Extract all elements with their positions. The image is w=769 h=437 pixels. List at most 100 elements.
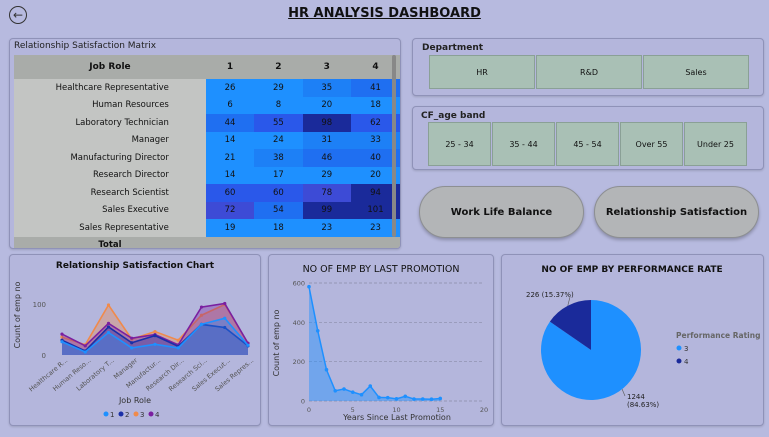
chart2-xlabel: Years Since Last Promotion: [342, 413, 451, 422]
matrix-row-label: Healthcare Representative: [14, 79, 206, 97]
matrix-cell: 44: [205, 114, 255, 132]
matrix-cell: 78: [302, 184, 351, 202]
promotion-point: [333, 388, 338, 393]
matrix-header-job-role: Job Role: [14, 55, 206, 79]
promotion-point: [350, 390, 355, 394]
promotion-point: [438, 396, 443, 401]
dept-option-rd[interactable]: R&D: [536, 55, 642, 89]
chart1-legend-marker: [148, 411, 154, 417]
performance-chart: NO OF EMP BY PERFORMANCE RATE 226 (15.37…: [526, 265, 760, 409]
chart1-legend-label: 2: [125, 411, 129, 419]
work-life-balance-label: Work Life Balance: [450, 206, 553, 218]
age-option-25-34[interactable]: 25 - 34: [428, 122, 491, 166]
promotion-point: [368, 384, 373, 388]
matrix-total-label: Total: [14, 236, 206, 248]
chart1-ytick: 0: [42, 352, 46, 360]
age-option-label: Over 55: [635, 139, 668, 149]
area-series-1: [62, 318, 248, 355]
matrix-scrollbar[interactable]: [392, 55, 396, 237]
dept-option-sales[interactable]: Sales: [643, 55, 749, 89]
age-option-35-44[interactable]: 35 - 44: [492, 122, 555, 166]
matrix-cell: 14: [205, 166, 255, 184]
matrix-header-col: 1: [205, 55, 255, 79]
chart3-legend-title: Performance Rating: [676, 331, 760, 340]
matrix-panel: Relationship Satisfaction Matrix Job Rol…: [9, 38, 401, 249]
point-series-1: [199, 322, 204, 326]
chart1-legend-label: 1: [110, 411, 114, 419]
chart1-legend-label: 4: [155, 411, 160, 419]
pie-label-rating-3-count: 1244: [627, 393, 645, 401]
matrix-cell: 60: [254, 184, 303, 202]
matrix-row: Laboratory Technician 44 55 98 62: [14, 114, 400, 132]
back-arrow-icon[interactable]: ←: [9, 6, 27, 24]
point-series-1: [83, 350, 87, 354]
chart1-legend-marker: [118, 411, 124, 417]
matrix-cell: 26: [205, 79, 255, 97]
point-series-4: [130, 336, 134, 340]
area-series-3: [62, 304, 248, 355]
point-series-4: [106, 321, 111, 325]
matrix-cell: 99: [302, 201, 351, 219]
age-option-label: 35 - 44: [509, 139, 538, 149]
point-series-2: [130, 341, 134, 345]
chart2-xtick: 0: [307, 406, 311, 414]
relationship-satisfaction-button[interactable]: Relationship Satisfaction: [594, 186, 759, 238]
chart1-legend-marker: [133, 411, 139, 417]
matrix-row-label: Sales Representative: [14, 219, 206, 237]
matrix-cell: 94: [350, 184, 400, 202]
matrix-header-col: 3: [302, 55, 351, 79]
age-option-45-54[interactable]: 45 - 54: [556, 122, 619, 166]
point-series-1: [60, 340, 64, 344]
promotion-point: [429, 397, 434, 402]
matrix-row: Manager 14 24 31 33: [14, 131, 400, 149]
promotion-chart-panel: NO OF EMP BY LAST PROMOTION Count of emp…: [268, 254, 494, 426]
matrix-cell: 14: [205, 131, 255, 149]
matrix-cell: 29: [302, 166, 351, 184]
matrix-row-label: Human Resources: [14, 96, 206, 114]
matrix-row-label: Sales Executive: [14, 201, 206, 219]
legend-marker-3: [676, 345, 682, 351]
age-option-over-55[interactable]: Over 55: [620, 122, 683, 166]
matrix-cell: 60: [205, 184, 255, 202]
matrix-cell: 20: [302, 96, 351, 114]
matrix-cell: 72: [205, 201, 255, 219]
matrix-cell: 98: [302, 114, 351, 132]
point-series-1: [246, 343, 250, 347]
promotion-point: [377, 395, 381, 400]
point-series-1: [106, 330, 111, 335]
chart2-xtick: 15: [436, 406, 444, 414]
matrix-cell: 23: [350, 219, 400, 237]
point-series-1: [153, 342, 157, 346]
chart3-title: NO OF EMP BY PERFORMANCE RATE: [541, 265, 722, 275]
matrix-cell: 18: [254, 219, 303, 237]
pie-label-rating-4: 226 (15.37%): [526, 291, 574, 299]
work-life-balance-button[interactable]: Work Life Balance: [419, 186, 584, 238]
matrix-cell: 62: [350, 114, 400, 132]
point-series-3: [60, 335, 64, 339]
promotion-chart: NO OF EMP BY LAST PROMOTION Count of emp…: [272, 264, 488, 422]
chart1-xtick: Healthcare R...: [27, 356, 69, 393]
matrix-row-label: Laboratory Technician: [14, 114, 206, 132]
matrix-cell: 31: [302, 131, 351, 149]
chart2-title: NO OF EMP BY LAST PROMOTION: [303, 264, 460, 275]
department-slicer: Department HR R&D Sales: [412, 38, 764, 96]
performance-chart-panel: NO OF EMP BY PERFORMANCE RATE 226 (15.37…: [501, 254, 764, 426]
matrix-row: Healthcare Representative 26 29 35 41: [14, 79, 400, 97]
promotion-point: [412, 397, 416, 401]
age-option-under-25[interactable]: Under 25: [684, 122, 747, 166]
dept-option-hr[interactable]: HR: [429, 55, 535, 89]
promotion-point: [403, 394, 408, 399]
matrix-cell: 8: [254, 96, 303, 114]
matrix-row: Sales Executive 72 54 99 101: [14, 201, 400, 219]
promotion-area: [309, 286, 441, 401]
matrix-row: Manufacturing Director 21 38 46 40: [14, 149, 400, 167]
page-title: HR ANALYSIS DASHBOARD: [288, 6, 481, 21]
point-series-4: [199, 305, 204, 309]
chart2-ylabel: Count of emp no: [272, 309, 281, 376]
matrix-row-label: Research Director: [14, 166, 206, 184]
dept-option-label: Sales: [685, 67, 707, 77]
area-series-4: [62, 303, 248, 355]
matrix-row: Human Resources 6 8 20 18: [14, 96, 400, 114]
point-series-2: [106, 325, 111, 329]
matrix-cell: 40: [350, 149, 400, 167]
